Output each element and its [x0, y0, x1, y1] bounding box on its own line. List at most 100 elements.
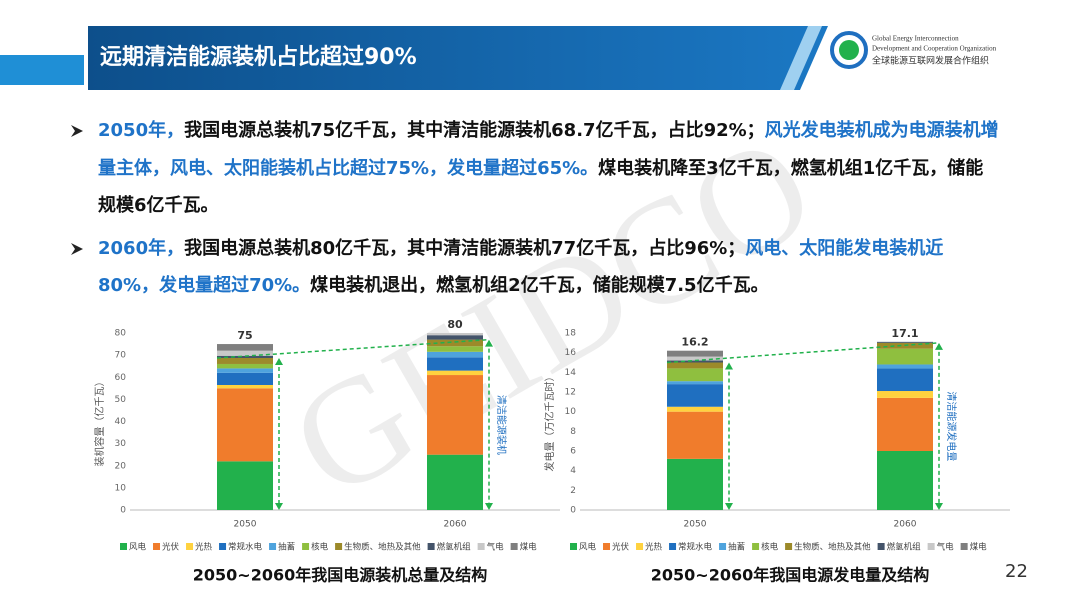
legend-label: 光热 [195, 542, 213, 553]
bar-segment [217, 350, 273, 356]
y-tick-label: 2 [570, 486, 576, 496]
bullet-text: 2050年， [98, 120, 185, 141]
chart-title: 2050~2060年我国电源装机总量及结构 [193, 566, 487, 585]
legend-label: 燃氢机组 [437, 542, 472, 553]
bar-segment [217, 461, 273, 510]
y-tick-label: 10 [565, 407, 577, 417]
y-axis-title: 装机容量（亿千瓦） [93, 377, 106, 467]
legend-swatch [960, 543, 968, 550]
bar-segment [667, 360, 723, 363]
legend-label: 抽蓄 [728, 542, 745, 553]
header-title: 远期清洁能源装机占比超过90% [100, 44, 417, 70]
bar-segment [427, 346, 483, 352]
bullet-marker [71, 125, 83, 137]
y-tick-label: 10 [115, 483, 127, 493]
logo [839, 40, 859, 60]
bullet: 2050年，我国电源总装机75亿千瓦，其中清洁能源装机68.7亿千瓦，占比92%… [70, 112, 1000, 225]
y-axis-title: 发电量（万亿千瓦时） [543, 372, 556, 472]
legend-label: 常规水电 [678, 542, 713, 553]
total-label: 17.1 [891, 327, 918, 340]
bullet-text: 我国电源总装机75亿千瓦，其中清洁能源装机68.7亿千瓦，占比92%； [184, 120, 765, 141]
legend-label: 常规水电 [228, 542, 263, 553]
legend-swatch [927, 543, 935, 550]
legend-swatch [510, 543, 518, 550]
bar-segment [427, 339, 483, 347]
y-tick-label: 80 [115, 329, 127, 339]
legend-swatch [669, 543, 677, 550]
total-label: 16.2 [681, 336, 708, 349]
bar-segment [427, 370, 483, 376]
bar-segment [877, 368, 933, 392]
legend-swatch [427, 543, 435, 550]
bar-segment [217, 388, 273, 462]
bar-segment [667, 381, 723, 385]
bar-segment [427, 333, 483, 336]
arrowhead [485, 503, 493, 510]
bar-segment [217, 344, 273, 351]
legend-label: 光热 [645, 542, 663, 553]
bullet: 2060年，我国电源总装机80亿千瓦，其中清洁能源装机77亿千瓦，占比96%；风… [70, 230, 1000, 305]
y-tick-label: 50 [115, 395, 127, 405]
legend-label: 核电 [311, 542, 329, 553]
legend-label: 气电 [937, 542, 955, 553]
bullet-marker [71, 242, 83, 255]
legend-swatch [335, 543, 343, 550]
bar-segment [217, 372, 273, 385]
arrowhead [275, 503, 283, 510]
legend-swatch [785, 543, 793, 550]
legend-swatch [719, 543, 727, 550]
page-number: 22 [1005, 561, 1028, 582]
legend-swatch [477, 543, 485, 550]
bar-segment [217, 368, 273, 373]
x-tick-label: 2050 [684, 520, 707, 530]
org-cn: 全球能源互联网发展合作组织 [872, 55, 989, 67]
bar-segment [427, 335, 483, 340]
bar-segment [217, 358, 273, 364]
arrowhead [935, 503, 943, 510]
legend-label: 气电 [487, 542, 505, 553]
bullet-text: 2060年， [98, 237, 185, 259]
legend-swatch [186, 543, 194, 550]
arrowhead [275, 358, 283, 366]
bar-segment [667, 384, 723, 407]
legend-label: 燃氢机组 [887, 542, 922, 553]
y-tick-label: 40 [115, 417, 127, 427]
y-tick-label: 0 [570, 506, 576, 516]
bullet-text: 煤电装机退出，燃氢机组2亿千瓦，储能规模7.5亿千瓦。 [310, 275, 769, 296]
legend-label: 光伏 [612, 542, 630, 553]
bar-segment [427, 454, 483, 510]
legend-label: 风电 [579, 542, 597, 553]
org-en: Development and Cooperation Organization [872, 45, 997, 53]
bullet-text: 煤电装机降至3亿千瓦，燃氢机组1亿千瓦，储能规模6亿千瓦。 [98, 157, 984, 217]
x-tick-label: 2050 [234, 520, 257, 530]
y-tick-label: 16 [565, 348, 577, 358]
bar-segment [877, 451, 933, 510]
bar-segment [667, 350, 723, 357]
annotation: 清洁能源发电量 [945, 391, 958, 461]
legend-swatch [752, 543, 760, 550]
bar-segment [667, 406, 723, 412]
arrowhead [725, 362, 733, 370]
y-tick-label: 18 [565, 329, 577, 339]
y-tick-label: 12 [565, 388, 576, 398]
x-tick-label: 2060 [444, 520, 467, 530]
bar-segment [427, 357, 483, 371]
y-tick-label: 4 [570, 466, 576, 476]
bar-segment [877, 341, 933, 343]
arrowhead [725, 503, 733, 510]
total-label: 75 [237, 329, 252, 342]
legend-label: 生物质、地热及其他 [344, 542, 421, 553]
bar-segment [427, 375, 483, 455]
y-tick-label: 0 [120, 506, 126, 516]
clean-link [216, 338, 490, 359]
legend-swatch [269, 543, 277, 550]
bar-segment [877, 397, 933, 451]
bar-segment [877, 391, 933, 398]
bar-segment [667, 368, 723, 382]
arrowhead [485, 339, 493, 347]
y-tick-label: 60 [115, 373, 127, 383]
y-tick-label: 14 [565, 368, 577, 378]
org-en: Global Energy Interconnection [872, 35, 959, 43]
bar-segment [217, 384, 273, 389]
header-band [88, 26, 828, 90]
